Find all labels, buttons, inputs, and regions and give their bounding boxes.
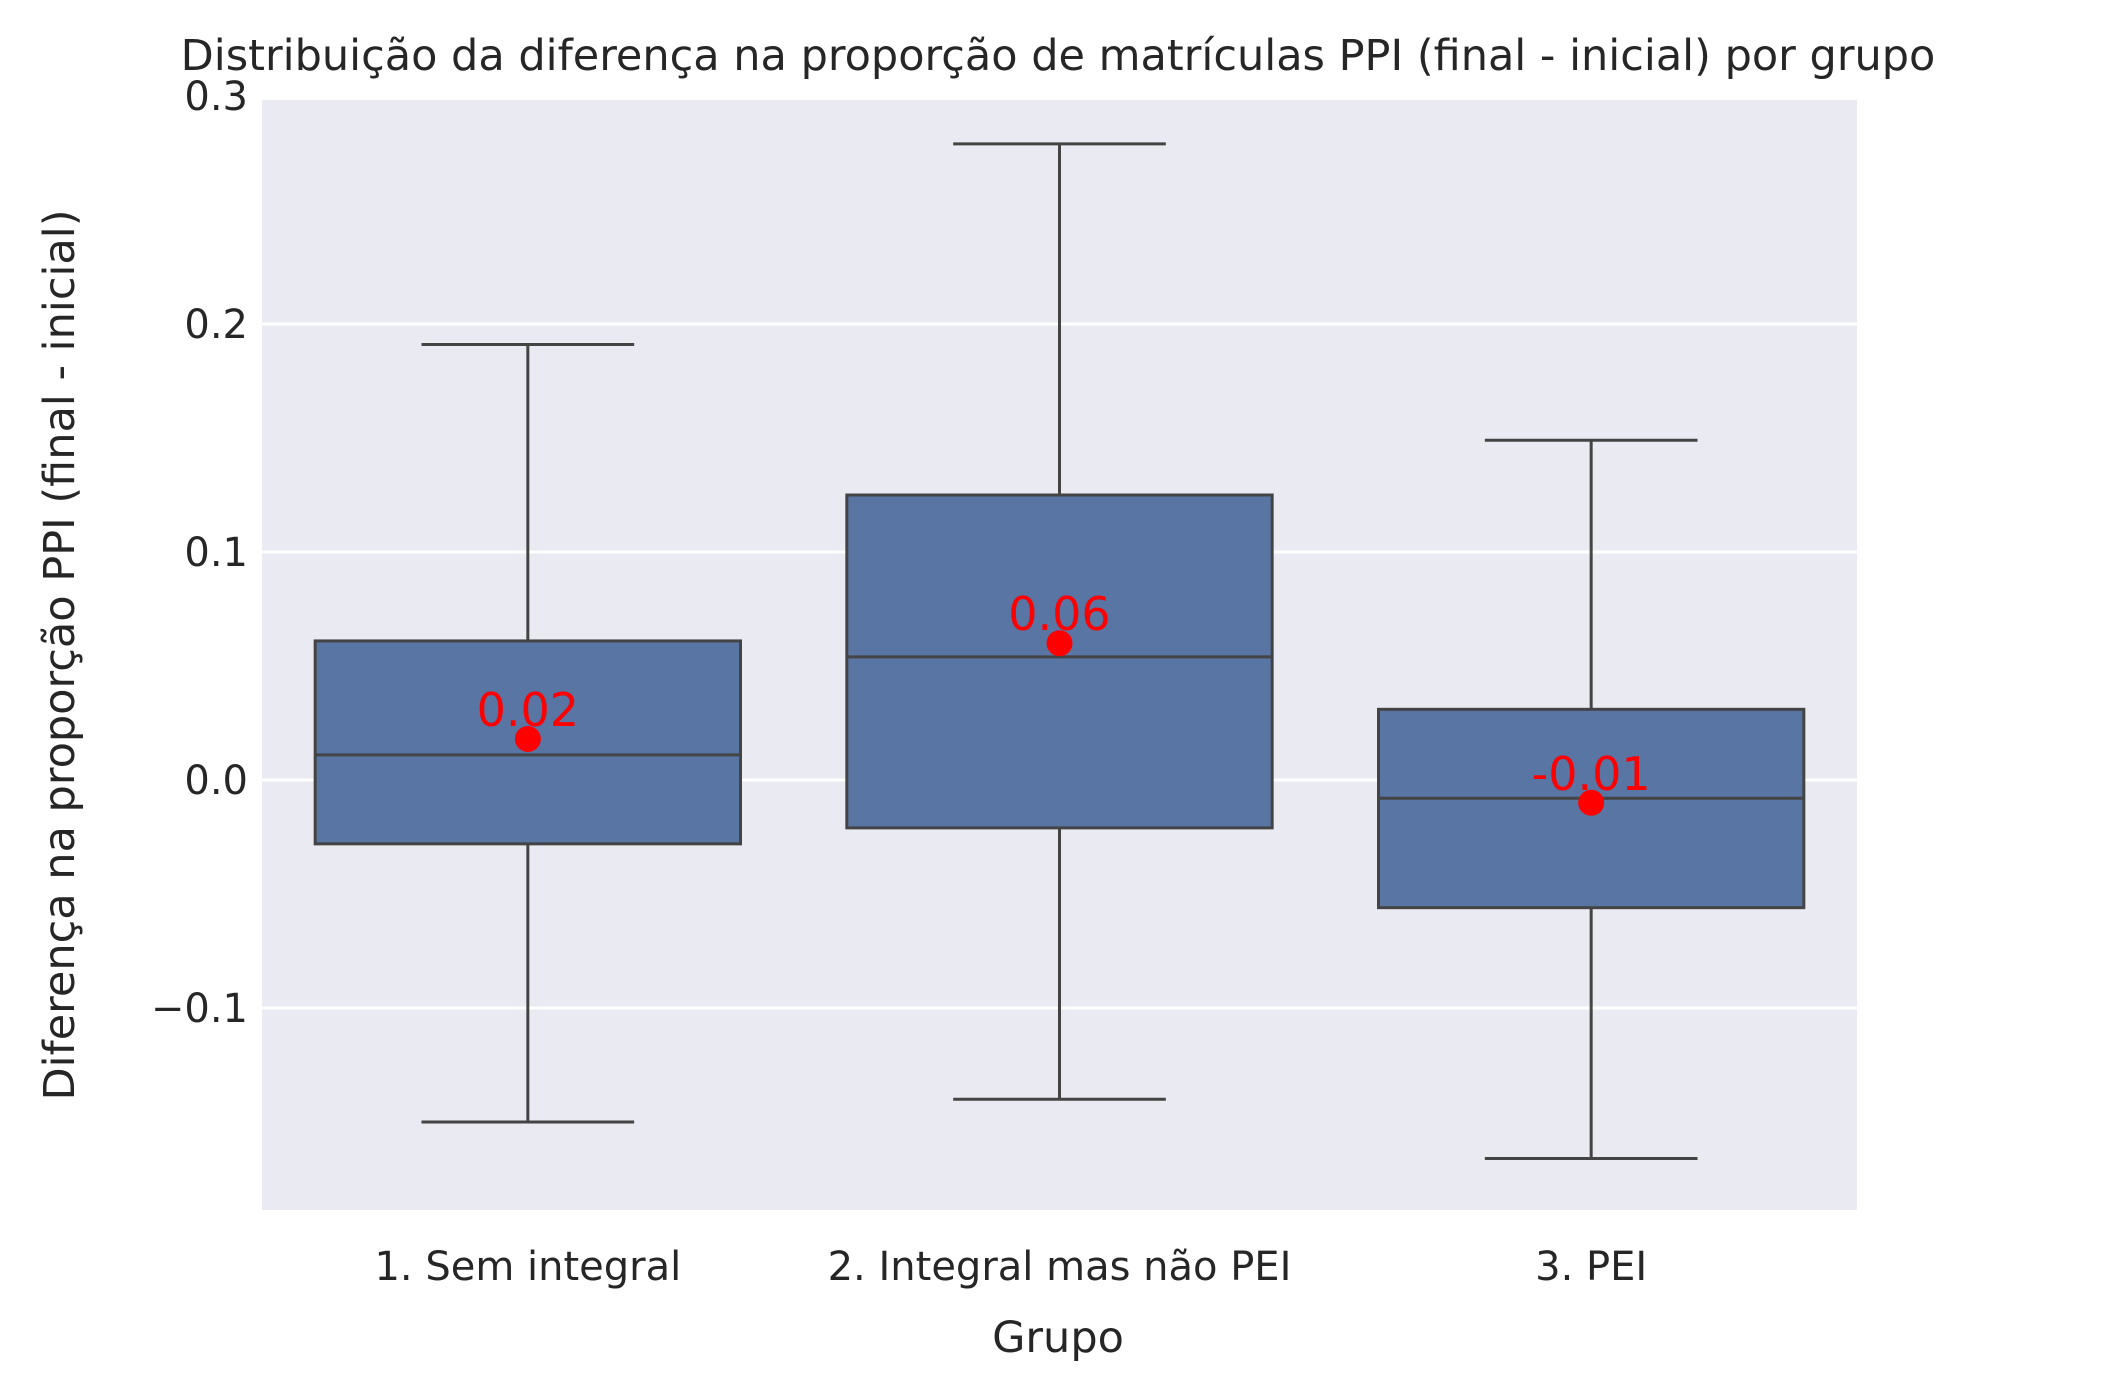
y-axis-label: Diferença na proporção PPI (final - inic… bbox=[35, 210, 85, 1101]
x-tick-label: 1. Sem integral bbox=[374, 1244, 681, 1290]
x-tick-labels: 1. Sem integral 2. Integral mas não PEI 3.… bbox=[374, 1244, 1647, 1290]
y-tick-label: 0.2 bbox=[184, 302, 248, 348]
x-tick-label: 3. PEI bbox=[1535, 1244, 1647, 1290]
chart-title: Distribuição da diferença na proporção d… bbox=[181, 31, 1936, 81]
x-tick-label: 2. Integral mas não PEI bbox=[828, 1244, 1292, 1290]
y-tick-label: 0.3 bbox=[184, 74, 248, 120]
y-tick-label: −0.1 bbox=[151, 986, 248, 1032]
box-2 bbox=[845, 142, 1274, 1101]
mean-label: 0.02 bbox=[477, 683, 579, 737]
y-tick-labels: −0.1 0.0 0.1 0.2 0.3 bbox=[151, 74, 248, 1032]
mean-label: 0.06 bbox=[1008, 587, 1110, 641]
y-tick-label: 0.1 bbox=[184, 530, 248, 576]
y-tick-label: 0.0 bbox=[184, 758, 248, 804]
iqr-box bbox=[845, 493, 1274, 830]
mean-marker bbox=[1046, 630, 1073, 657]
mean-marker bbox=[514, 725, 541, 752]
mean-markers: 0.02 0.06 -0.01 bbox=[477, 587, 1651, 816]
mean-label: -0.01 bbox=[1532, 747, 1651, 801]
x-axis-label: Grupo bbox=[992, 1313, 1124, 1363]
mean-marker bbox=[1578, 789, 1605, 816]
